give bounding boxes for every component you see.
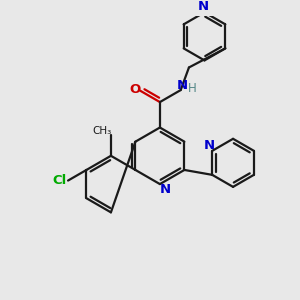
Text: H: H <box>188 82 197 95</box>
Text: N: N <box>204 139 215 152</box>
Text: N: N <box>177 79 188 92</box>
Text: O: O <box>129 83 140 96</box>
Text: Cl: Cl <box>52 174 67 187</box>
Text: CH₃: CH₃ <box>93 126 112 136</box>
Text: N: N <box>159 183 170 196</box>
Text: N: N <box>197 0 208 13</box>
